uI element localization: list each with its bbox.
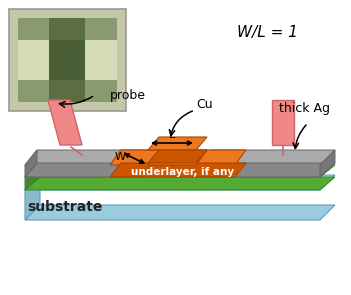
Polygon shape xyxy=(25,175,40,220)
Polygon shape xyxy=(148,150,207,163)
Text: Cu: Cu xyxy=(197,99,213,112)
Bar xyxy=(18,80,117,102)
FancyBboxPatch shape xyxy=(9,9,126,111)
Polygon shape xyxy=(110,163,246,177)
Polygon shape xyxy=(25,177,335,190)
Polygon shape xyxy=(110,150,246,165)
Polygon shape xyxy=(25,163,160,177)
Bar xyxy=(18,18,117,40)
Polygon shape xyxy=(25,165,335,177)
Polygon shape xyxy=(25,165,40,190)
Text: L: L xyxy=(169,130,175,140)
Polygon shape xyxy=(148,150,207,165)
Text: underlayer, if any: underlayer, if any xyxy=(131,167,234,177)
Polygon shape xyxy=(272,100,294,145)
Polygon shape xyxy=(25,175,335,190)
Polygon shape xyxy=(196,150,335,165)
Polygon shape xyxy=(148,137,207,150)
Bar xyxy=(18,40,117,80)
Polygon shape xyxy=(48,100,82,145)
Polygon shape xyxy=(196,163,335,177)
Bar xyxy=(49,18,85,102)
Polygon shape xyxy=(25,150,160,165)
Text: W/L = 1: W/L = 1 xyxy=(238,25,298,40)
Polygon shape xyxy=(25,205,335,220)
Text: thick Ag: thick Ag xyxy=(279,102,331,115)
Text: W: W xyxy=(115,152,126,162)
Bar xyxy=(49,40,85,80)
Polygon shape xyxy=(25,150,37,177)
Text: substrate: substrate xyxy=(27,200,103,214)
Polygon shape xyxy=(320,150,335,177)
Text: probe: probe xyxy=(110,88,146,101)
